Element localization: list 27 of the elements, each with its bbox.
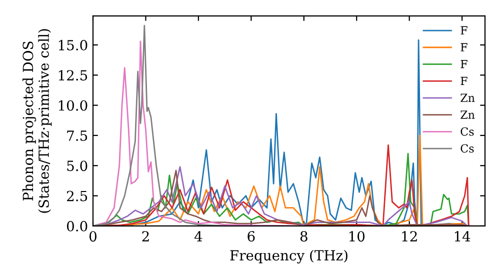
y-tick-label: 2.5 [66,190,88,202]
y-tick-label: 15.0 [58,40,88,50]
y-tick-label: 0.0 [66,220,88,232]
legend-label: Cs [460,144,474,153]
x-tick-label: 10 [349,231,365,242]
y-tick-label: 5.0 [67,160,88,172]
legend-label: Cs [460,127,474,136]
x-tick-label: 4 [194,231,202,242]
legend-label: F [460,60,468,68]
y-tick-label: 10.0 [58,100,88,111]
legend-label: F [460,26,468,34]
line-series [93,40,305,226]
x-tick-label: 14 [454,231,470,242]
x-axis-title: Frequency (THz) [230,250,348,264]
x-tick-label: 6 [248,231,255,242]
legend-label: F [460,76,468,85]
x-tick-label: 2 [142,231,149,242]
legend-label: F [460,43,468,52]
y-axis-title: Phonon projected DOS (States/THz·primitive cell) [22,29,52,213]
y-tick-label: 7.5 [67,130,88,141]
line-series [93,24,226,226]
x-tick-label: 12 [402,231,417,242]
y-tick-label: 12.5 [58,70,88,81]
legend-label: Zn [460,110,475,119]
x-tick-label: 8 [300,231,308,242]
x-tick-label: 0 [89,231,96,242]
legend-label: Zn [460,94,475,102]
